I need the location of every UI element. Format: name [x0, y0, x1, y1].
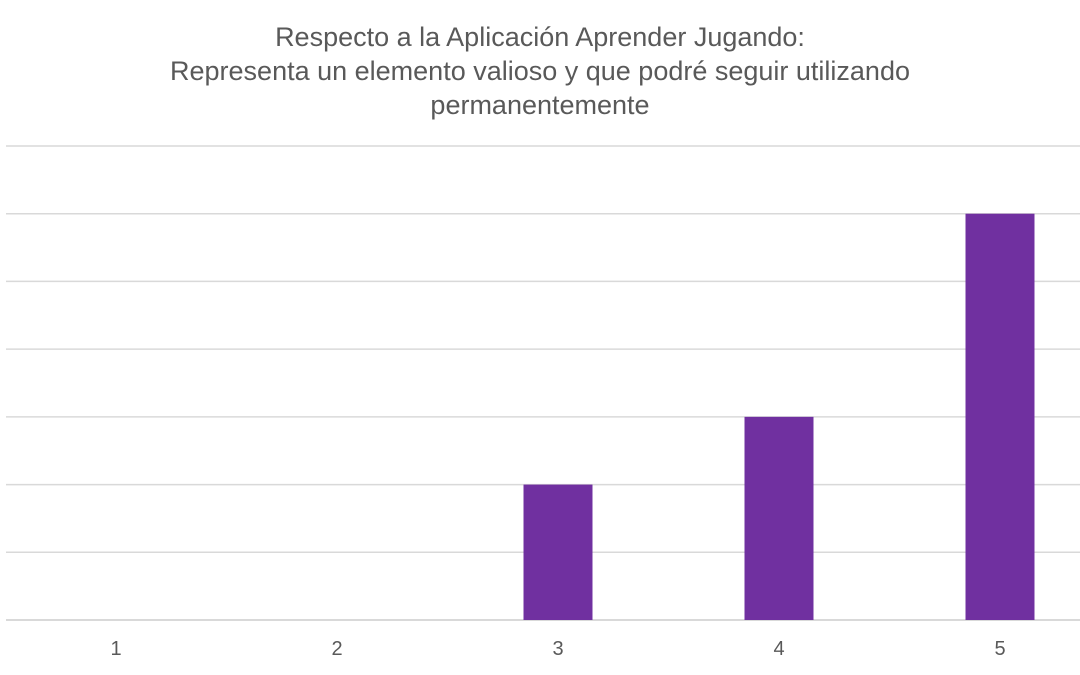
bar-3 [523, 484, 593, 620]
bar-4 [744, 416, 814, 620]
chart-title-line-2: Representa un elemento valioso y que pod… [170, 56, 910, 86]
x-tick-label-2: 2 [331, 638, 342, 660]
x-tick-label-3: 3 [552, 638, 563, 660]
bar-5 [965, 213, 1035, 620]
chart-title-line-3: permanentemente [430, 90, 650, 120]
x-tick-label-5: 5 [994, 638, 1005, 660]
x-tick-label-1: 1 [110, 638, 121, 660]
chart-title-line-1: Respecto a la Aplicación Aprender Jugand… [275, 22, 805, 52]
chart-title: Respecto a la Aplicación Aprender Jugand… [0, 20, 1080, 122]
x-tick-label-4: 4 [773, 638, 784, 660]
